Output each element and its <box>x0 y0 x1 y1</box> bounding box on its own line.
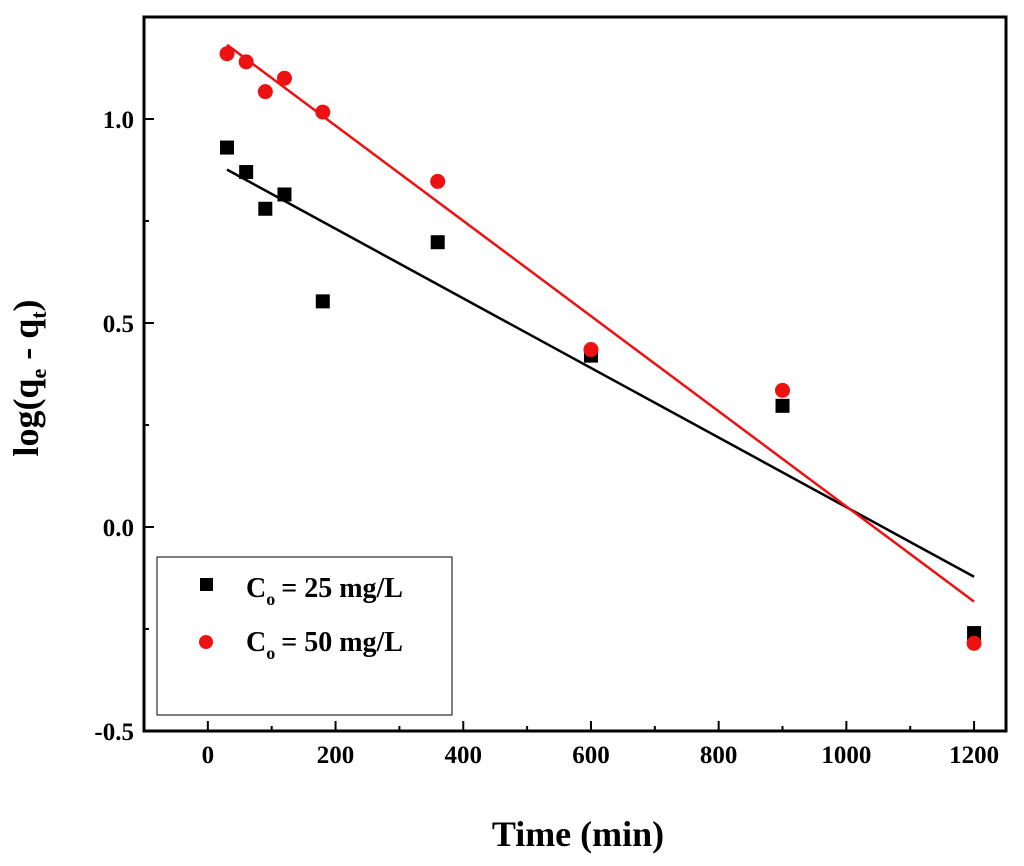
data-point-square <box>315 294 330 309</box>
data-point-square <box>239 165 254 180</box>
fit-line-series-0 <box>226 168 975 578</box>
fit-line-series-1 <box>226 43 975 603</box>
data-point-square <box>277 187 292 202</box>
y-tick-label: -0.5 <box>94 719 134 746</box>
x-tick-label: 1000 <box>821 742 871 769</box>
legend-marker-square <box>200 578 213 591</box>
legend: Co = 25 mg/L Co = 50 mg/L <box>156 556 453 716</box>
x-tick-label: 200 <box>317 742 355 769</box>
data-point-circle <box>276 70 292 86</box>
y-axis-title: log(qe - qt) <box>6 299 51 456</box>
x-tick-label: 0 <box>202 742 215 769</box>
x-axis-title: Time (min) <box>492 814 664 854</box>
data-point-circle <box>430 173 446 189</box>
data-point-square <box>220 140 235 155</box>
data-point-circle <box>583 342 599 358</box>
plot-frame <box>142 15 1008 733</box>
data-point-square <box>967 626 982 641</box>
legend-label-50: Co = 50 mg/L <box>246 627 403 663</box>
data-point-circle <box>966 635 982 651</box>
legend-label-25: Co = 25 mg/L <box>246 573 403 609</box>
data-point-square <box>430 235 445 250</box>
x-tick-label: 800 <box>700 742 738 769</box>
fit-lines <box>226 43 975 603</box>
y-tick-label: 0.0 <box>103 515 134 542</box>
data-point-square <box>258 201 273 216</box>
data-point-circle <box>238 54 254 70</box>
data-point-square <box>775 398 790 413</box>
y-tick-label: 1.0 <box>103 107 134 134</box>
data-point-circle <box>775 382 791 398</box>
axis-ticks: 0 200 400 600 800 1000 1200 -0.5 0.0 0.5 1.0 <box>94 16 999 769</box>
legend-marker-circle <box>199 635 213 649</box>
x-tick-label: 400 <box>445 742 483 769</box>
x-tick-label: 600 <box>572 742 610 769</box>
data-point-circle <box>219 46 235 62</box>
y-tick-label: 0.5 <box>103 311 134 338</box>
data-point-circle <box>315 104 331 120</box>
data-point-circle <box>257 84 273 100</box>
data-points <box>219 46 982 651</box>
x-tick-label: 1200 <box>949 742 999 769</box>
